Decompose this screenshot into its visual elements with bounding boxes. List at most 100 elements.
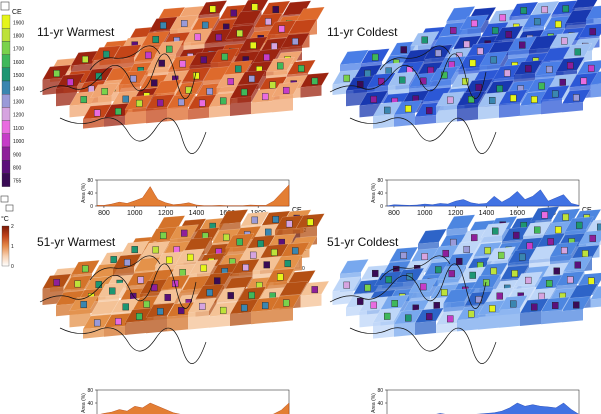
year-marker (179, 60, 186, 68)
year-marker (263, 53, 270, 61)
grid-cell-side (562, 102, 583, 113)
colorbar-year-tick: 1500 (13, 73, 24, 79)
year-marker (370, 95, 377, 103)
coastline (329, 45, 497, 154)
year-marker (209, 5, 216, 13)
year-marker (582, 250, 589, 258)
cube-legend-icon (0, 1, 10, 11)
grid-cell-side (332, 289, 354, 305)
year-marker (469, 59, 476, 67)
year-marker (531, 303, 538, 311)
year-marker (80, 96, 87, 104)
year-marker (546, 280, 553, 287)
year-marker (519, 41, 526, 49)
year-marker (122, 303, 129, 311)
year-marker (263, 261, 270, 269)
year-marker (242, 264, 249, 271)
grid-cell-top (288, 18, 318, 34)
colorbar-year-tick: 900 (13, 152, 22, 158)
year-marker (220, 97, 227, 105)
year-marker (511, 270, 518, 278)
year-marker (510, 300, 517, 308)
year-marker (450, 27, 457, 34)
year-marker (187, 253, 194, 261)
year-marker (574, 261, 581, 269)
year-marker (257, 240, 264, 248)
year-marker (573, 301, 580, 309)
year-marker (492, 27, 499, 35)
colorbar-year-tick: 1900 (13, 20, 24, 26)
year-marker (343, 74, 350, 82)
grid-cell-side (104, 115, 125, 127)
year-marker (136, 99, 143, 107)
year-marker (53, 279, 60, 286)
year-marker (496, 292, 503, 300)
year-marker (447, 96, 454, 104)
year-marker (435, 266, 442, 274)
grid-cell-side (394, 113, 415, 127)
grid-cell-side (373, 320, 394, 339)
grid-cell-side (69, 104, 91, 118)
year-marker (580, 77, 587, 85)
year-marker (185, 86, 192, 94)
year-marker (292, 38, 299, 46)
y-tick-label: 80 (87, 178, 93, 184)
year-marker (278, 25, 285, 33)
year-marker (391, 300, 398, 307)
grid-cell-side (104, 326, 125, 337)
year-marker (534, 226, 541, 234)
year-marker (534, 18, 541, 26)
year-marker (307, 218, 314, 226)
year-marker (447, 315, 454, 323)
panel-title: 11-yr Warmest (37, 25, 115, 39)
colorbar-year-unit: CE (12, 9, 22, 16)
year-marker (164, 294, 171, 301)
year-marker (574, 48, 581, 56)
y-tick-label: 40 (87, 191, 93, 197)
year-marker (490, 267, 497, 275)
grid-cell-top (417, 228, 447, 244)
year-marker (405, 105, 412, 113)
year-marker (400, 46, 407, 54)
year-marker (230, 9, 237, 17)
year-marker (271, 42, 278, 50)
year-marker (110, 256, 117, 264)
year-marker (206, 87, 213, 95)
colorbar-warm-ramp-tick: 1 (11, 244, 14, 250)
grid-cell-side (415, 321, 436, 335)
year-marker (236, 238, 243, 246)
year-marker (82, 265, 89, 273)
year-marker (357, 297, 364, 305)
panel-51yr-warmest: 51-yr Warmest040808001000120014001600180… (37, 209, 330, 414)
grid-cell-side (188, 107, 209, 120)
year-marker (166, 256, 173, 264)
year-marker (468, 96, 475, 103)
area-series (386, 189, 580, 207)
panel-title: 51-yr Warmest (37, 235, 116, 249)
year-marker (499, 14, 506, 22)
year-marker (178, 307, 185, 315)
grid-cell-side (146, 107, 167, 124)
year-marker (552, 90, 559, 98)
colorbar-year-segment (1, 14, 11, 29)
y-tick-label: 0 (380, 204, 383, 210)
colorbar-year: CE 1900 1800 1700 1600 1500 1400 1300 1200 1100 1… (0, 1, 24, 187)
grid-cell-side (300, 294, 322, 308)
year-marker (505, 31, 512, 38)
year-marker (370, 301, 377, 309)
x-tick-label: 1200 (158, 210, 174, 217)
year-marker (573, 94, 580, 102)
year-marker (496, 85, 503, 93)
year-marker (214, 277, 221, 285)
cube-legend-icon (5, 204, 14, 212)
grid-cell-side (562, 309, 583, 323)
year-marker (588, 64, 595, 72)
year-marker (145, 51, 152, 59)
year-marker (283, 86, 290, 94)
year-marker (567, 276, 574, 284)
year-marker (364, 284, 371, 292)
year-marker (248, 291, 255, 299)
colorbar-year-tick: 1400 (13, 86, 24, 92)
year-marker (137, 276, 144, 284)
panel-51yr-coldest: 51-yr Coldest040808001000120014001600180… (327, 206, 601, 414)
